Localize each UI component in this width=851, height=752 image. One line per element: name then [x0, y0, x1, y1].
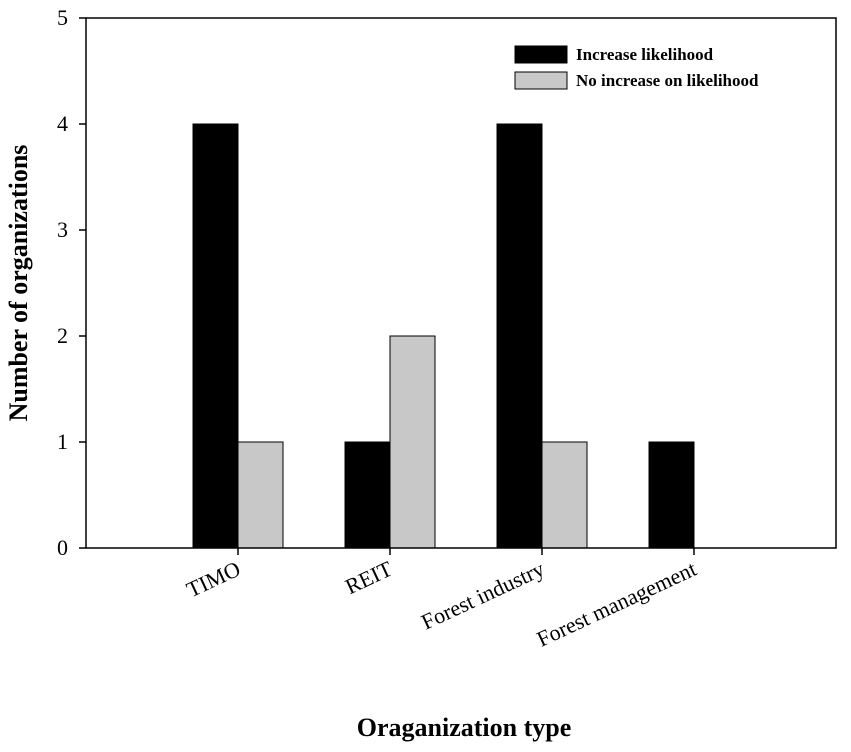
bar-increase-timo — [192, 123, 239, 549]
bar-increase-forest-industry — [496, 123, 543, 549]
bar-no-increase-forest-industry — [541, 441, 588, 549]
bar-increase-forest-management — [648, 441, 695, 549]
y-tick-label: 2 — [57, 323, 68, 348]
plot-frame — [85, 17, 837, 549]
x-category-label: Forest industry — [417, 556, 548, 635]
x-axis-title: Oraganization type — [357, 713, 572, 742]
x-category-label: Forest management — [533, 556, 700, 652]
bars-layer — [192, 123, 695, 549]
legend-label-no-increase: No increase on likelihood — [576, 71, 759, 90]
y-tick-label: 3 — [57, 217, 68, 242]
bar-no-increase-reit — [389, 335, 436, 549]
y-tick-label: 1 — [57, 429, 68, 454]
x-category-label: REIT — [341, 556, 396, 600]
x-category-label: TIMO — [183, 556, 245, 602]
legend-swatch-no-increase — [514, 71, 568, 90]
y-tick-label: 0 — [57, 535, 68, 560]
legend: Increase likelihood No increase on likel… — [514, 45, 759, 90]
y-axis: 0 1 2 3 4 5 — [57, 5, 86, 560]
y-tick-label: 4 — [57, 111, 68, 136]
y-axis-title: Number of organizations — [4, 145, 33, 422]
bar-increase-reit — [344, 441, 391, 549]
legend-label-increase: Increase likelihood — [576, 45, 714, 64]
legend-swatch-increase — [514, 45, 568, 64]
y-tick-label: 5 — [57, 5, 68, 30]
bar-no-increase-timo — [237, 441, 284, 549]
